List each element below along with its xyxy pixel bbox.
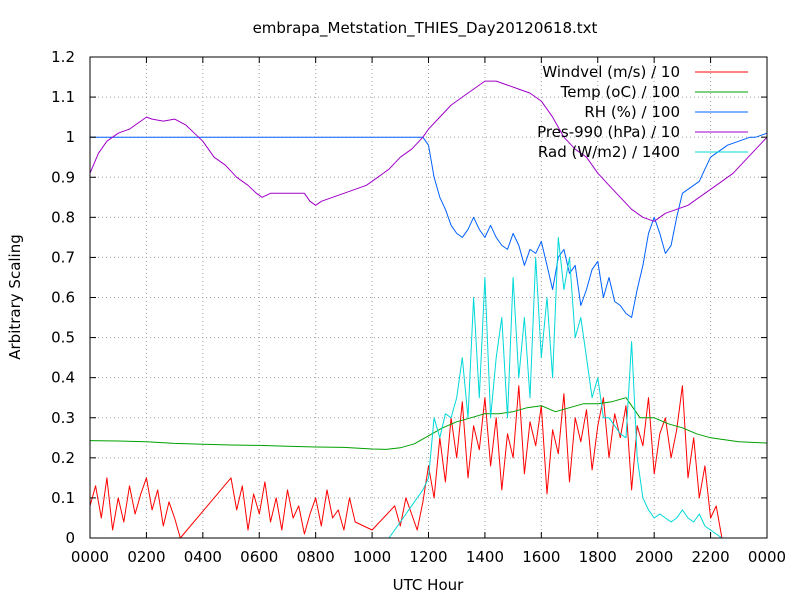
y-tick-label: 0.1: [51, 489, 75, 507]
series-line-4: [89, 80, 768, 222]
legend-label: Pres-990 (hPa) / 10: [537, 123, 680, 141]
ticks: 0000 0200 0400 0600 0800 1000 1200 1400 1600 1800…: [51, 48, 786, 566]
y-tick-label: 0.2: [51, 449, 75, 467]
x-tick-label: 0000: [71, 548, 109, 566]
x-tick-label: 0400: [184, 548, 222, 566]
chart-title: embrapa_Metstation_THIES_Day20120618.txt: [253, 19, 598, 38]
legend-label: Temp (oC) / 100: [560, 83, 680, 101]
x-tick-label: 0200: [127, 548, 165, 566]
x-tick-label: 0600: [240, 548, 278, 566]
x-tick-label: 1800: [579, 548, 617, 566]
x-tick-label: 2000: [635, 548, 673, 566]
y-tick-label: 0.9: [51, 168, 75, 186]
y-tick-label: 0.5: [51, 329, 75, 347]
x-tick-label: 1400: [466, 548, 504, 566]
x-tick-label: 1000: [353, 548, 391, 566]
y-tick-label: 1: [65, 128, 75, 146]
series-line-3: [90, 132, 768, 318]
y-axis-label: Arbitrary Scaling: [6, 234, 24, 360]
series-line-5: [90, 236, 767, 539]
x-tick-label: 0000: [748, 548, 786, 566]
y-tick-label: 0.4: [51, 369, 75, 387]
x-tick-label: 2200: [691, 548, 729, 566]
x-axis-label: UTC Hour: [393, 576, 464, 594]
series-layer: [89, 80, 768, 539]
x-tick-label: 1200: [409, 548, 447, 566]
y-tick-label: 1.2: [51, 48, 75, 66]
y-tick-label: 0.7: [51, 248, 75, 266]
y-tick-label: 1.1: [51, 88, 75, 106]
series-line-2: [89, 397, 768, 450]
legend-label: RH (%) / 100: [584, 103, 680, 121]
legend: Windvel (m/s) / 10 Temp (oC) / 100 RH (%) …: [537, 63, 748, 161]
y-tick-label: 0: [65, 529, 75, 547]
y-tick-label: 0.6: [51, 289, 75, 307]
legend-label: Windvel (m/s) / 10: [542, 63, 680, 81]
x-tick-label: 0800: [297, 548, 335, 566]
legend-label: Rad (W/m2) / 1400: [538, 143, 680, 161]
series-line-1: [89, 385, 723, 539]
y-tick-label: 0.8: [51, 208, 75, 226]
x-tick-label: 1600: [522, 548, 560, 566]
y-tick-label: 0.3: [51, 409, 75, 427]
